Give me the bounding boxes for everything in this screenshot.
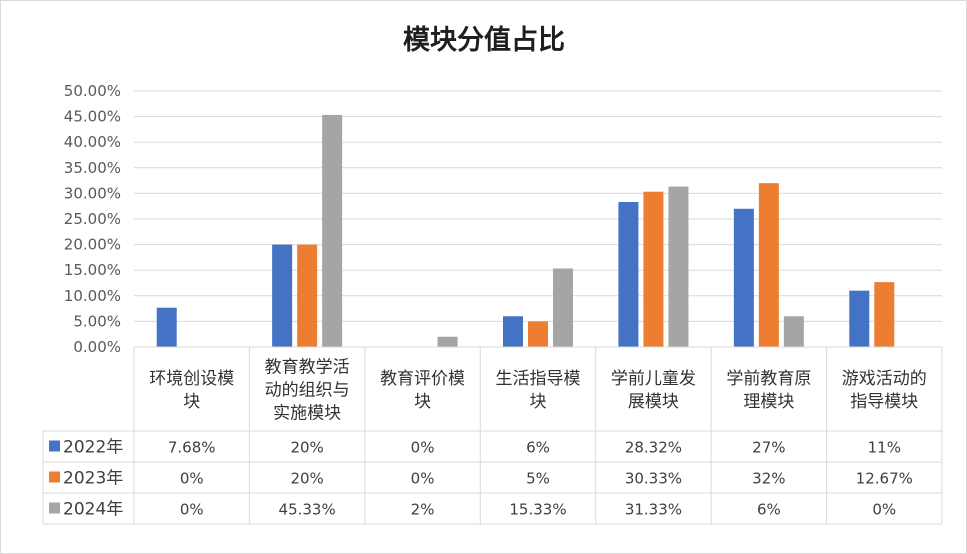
data-label: 15.33% xyxy=(509,501,566,519)
bar-1-1 xyxy=(156,307,177,347)
legend-label: 2022年 xyxy=(63,438,123,458)
category-label: 学前教育原 xyxy=(726,369,811,389)
category-label: 环境创设模 xyxy=(149,369,234,389)
legend-key-1 xyxy=(49,440,60,452)
y-tick-label: 20.00% xyxy=(64,236,121,254)
legend-key-2 xyxy=(49,471,60,483)
y-tick-label: 5.00% xyxy=(73,312,121,330)
data-label: 20% xyxy=(290,439,323,457)
category-label: 块 xyxy=(530,392,547,412)
data-label: 20% xyxy=(290,470,323,488)
bar-3-4 xyxy=(553,268,573,347)
data-label: 0% xyxy=(872,501,896,519)
bar-2-5 xyxy=(643,191,664,347)
data-label: 5% xyxy=(526,470,550,488)
category-label: 块 xyxy=(414,392,431,412)
legend-label: 2023年 xyxy=(63,469,123,489)
category-label: 游戏活动的 xyxy=(842,369,927,389)
data-label: 30.33% xyxy=(625,470,682,488)
bar-1-5 xyxy=(618,202,639,347)
y-tick-label: 30.00% xyxy=(64,184,121,202)
category-label: 指导模块 xyxy=(850,392,918,412)
y-tick-label: 25.00% xyxy=(64,210,121,228)
y-tick-label: 40.00% xyxy=(64,133,121,151)
category-label: 实施模块 xyxy=(273,404,341,424)
data-label: 28.32% xyxy=(625,439,682,457)
category-label: 块 xyxy=(183,392,200,412)
category-label: 动的组织与 xyxy=(265,381,350,401)
data-label: 32% xyxy=(752,470,785,488)
y-tick-label: 15.00% xyxy=(64,261,121,279)
bar-2-7 xyxy=(874,282,895,347)
bar-2-6 xyxy=(758,183,779,347)
data-label: 31.33% xyxy=(625,501,682,519)
bar-3-3 xyxy=(437,336,458,347)
data-label: 2% xyxy=(411,501,435,519)
legend-key-3 xyxy=(49,502,60,514)
data-label: 45.33% xyxy=(279,501,336,519)
data-label: 7.68% xyxy=(168,439,216,457)
category-label: 教育评价模 xyxy=(380,369,465,389)
y-tick-label: 50.00% xyxy=(64,82,121,100)
bar-1-6 xyxy=(733,208,754,347)
data-label: 0% xyxy=(411,470,435,488)
bar-2-2 xyxy=(297,244,318,347)
category-label: 生活指导模 xyxy=(496,369,581,389)
bar-3-5 xyxy=(668,186,689,347)
data-label: 6% xyxy=(526,439,550,457)
bar-1-7 xyxy=(849,290,870,347)
data-label: 11% xyxy=(868,439,901,457)
legend-label: 2024年 xyxy=(63,500,123,520)
data-label: 27% xyxy=(752,439,785,457)
category-label: 理模块 xyxy=(743,392,794,412)
bar-1-2 xyxy=(272,244,293,347)
bar-1-4 xyxy=(503,316,523,347)
category-label: 展模块 xyxy=(628,392,679,412)
category-label: 学前儿童发 xyxy=(611,369,696,389)
data-label: 6% xyxy=(757,501,781,519)
y-tick-label: 0.00% xyxy=(73,338,121,356)
bar-3-2 xyxy=(322,114,343,347)
y-tick-label: 35.00% xyxy=(64,159,121,177)
category-label: 教育教学活 xyxy=(265,358,350,378)
data-label: 12.67% xyxy=(856,470,913,488)
data-label: 0% xyxy=(180,470,204,488)
data-label: 0% xyxy=(180,501,204,519)
y-tick-label: 45.00% xyxy=(64,108,121,126)
data-label: 0% xyxy=(411,439,435,457)
chart-title: 模块分值占比 xyxy=(403,25,565,56)
bar-2-4 xyxy=(528,321,548,347)
y-tick-label: 10.00% xyxy=(64,287,121,305)
bar-3-6 xyxy=(783,316,804,347)
